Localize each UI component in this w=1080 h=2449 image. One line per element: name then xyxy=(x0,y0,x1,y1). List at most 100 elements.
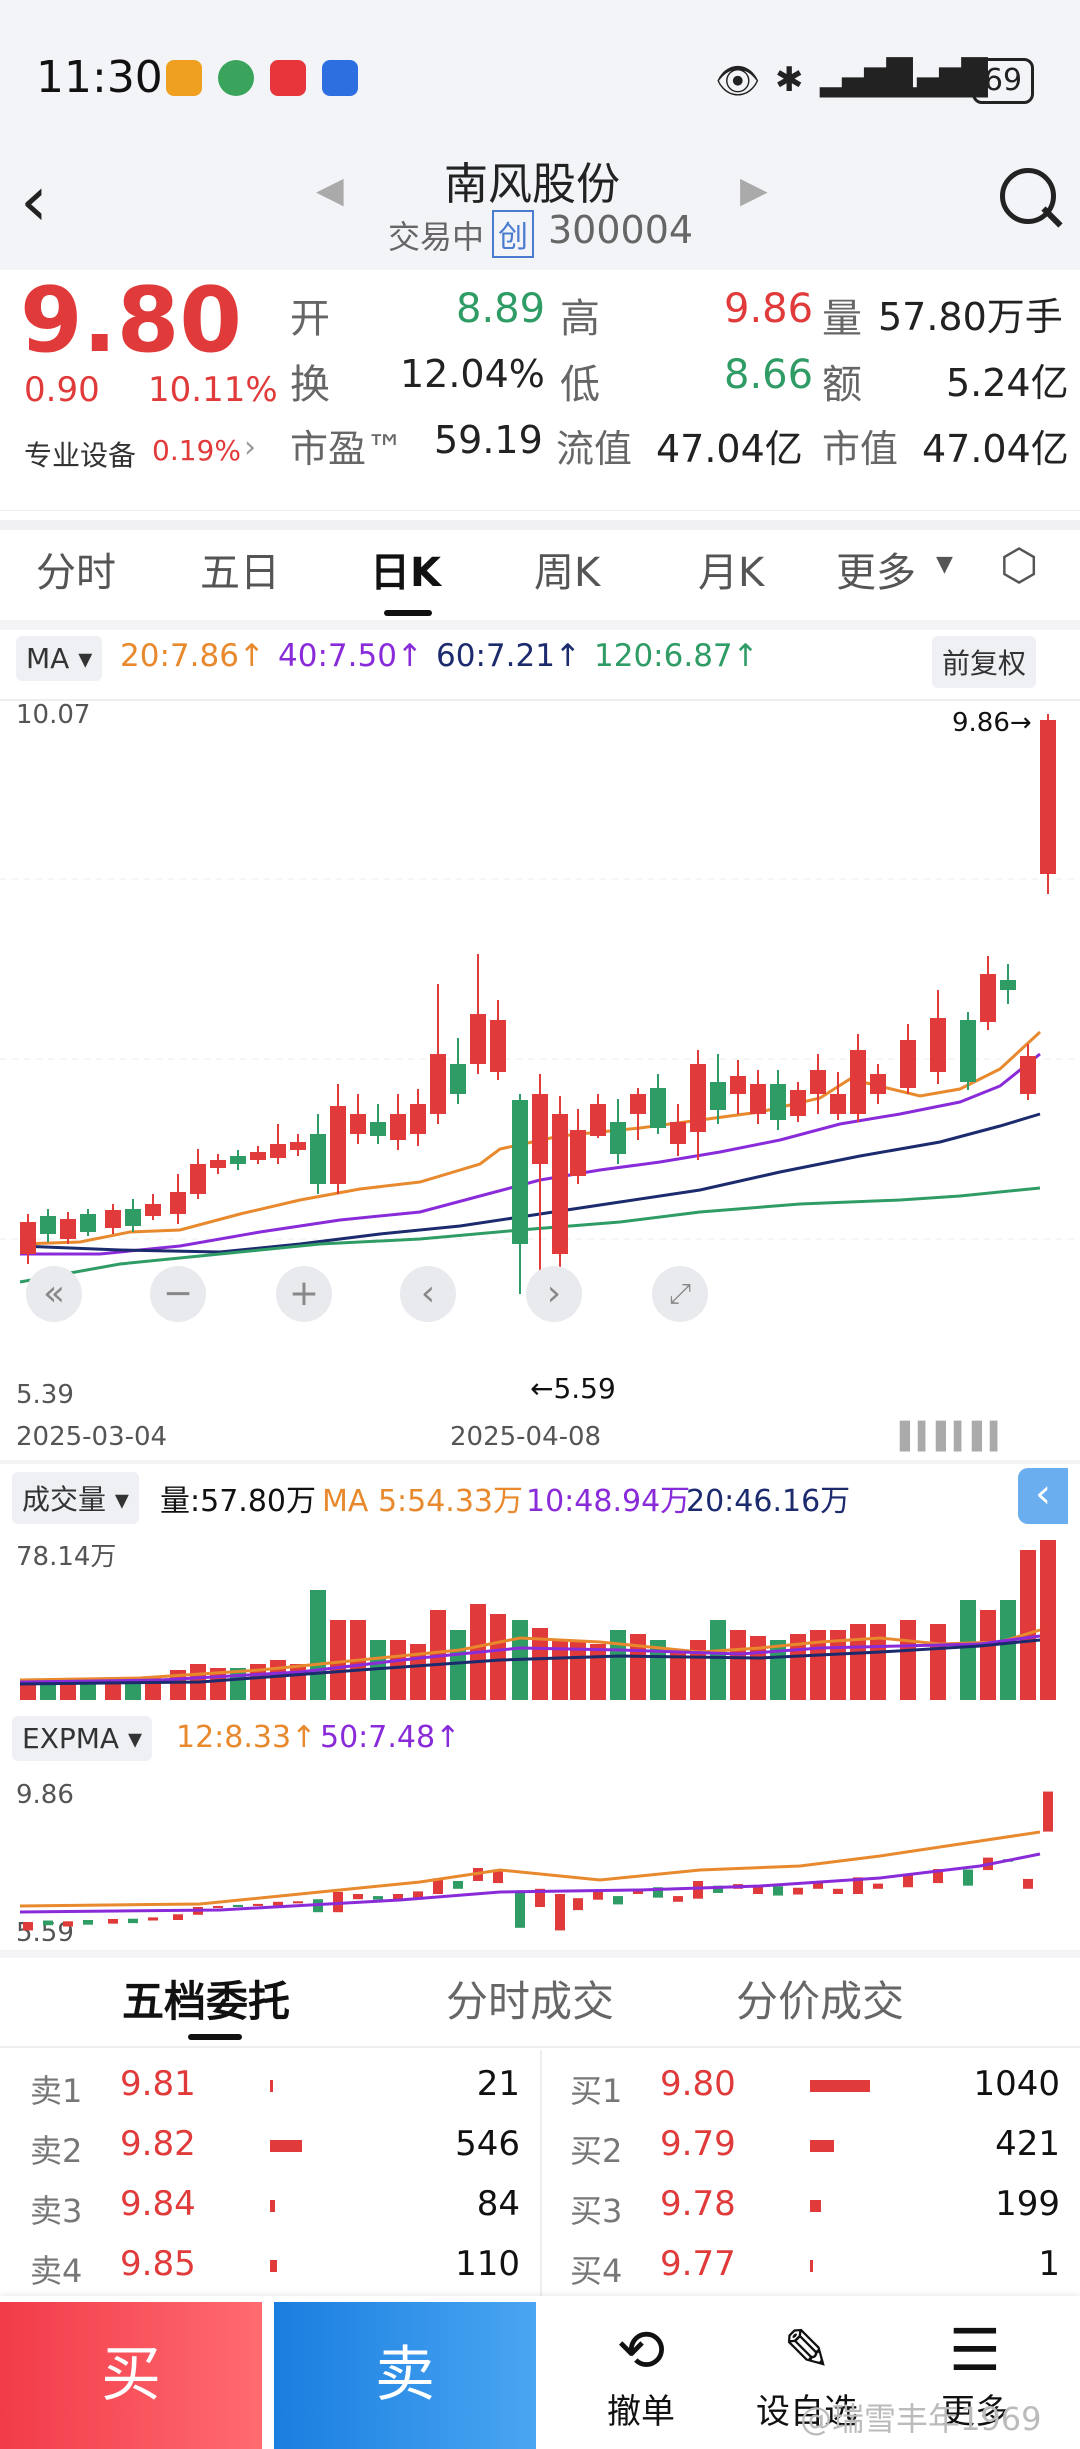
expma-candle xyxy=(128,1918,138,1924)
volume-chart[interactable] xyxy=(0,1530,1080,1700)
chevron-down-icon[interactable]: ▼ xyxy=(936,552,953,577)
signal-icon-2: ▂▄▆█ xyxy=(895,58,988,98)
sector-pct[interactable]: 0.19% xyxy=(152,434,241,467)
candle-body xyxy=(552,1114,568,1254)
ask-label: 卖4 xyxy=(30,2252,83,2290)
candle-body xyxy=(210,1160,226,1168)
candle-body xyxy=(790,1090,806,1116)
volume-selector[interactable]: 成交量 ▾ xyxy=(12,1472,139,1524)
candle-body xyxy=(630,1094,646,1114)
tab-monthly-k[interactable]: 月K xyxy=(698,550,765,596)
buy-button[interactable]: 买 xyxy=(0,2302,262,2449)
tab-weekly-k[interactable]: 周K xyxy=(534,550,601,596)
expma50-value: 50:7.48↑ xyxy=(320,1720,461,1755)
candle-body xyxy=(250,1152,266,1160)
candle-body xyxy=(60,1219,76,1239)
expma-chart[interactable] xyxy=(0,1770,1080,1950)
volume-bar xyxy=(270,1660,286,1700)
kline-chart[interactable] xyxy=(0,694,1080,1419)
ask-row[interactable]: 卖1 9.81 21 xyxy=(0,2056,540,2116)
expma-candle xyxy=(373,1896,383,1900)
high-label: 高 xyxy=(560,296,600,342)
chevron-right-icon[interactable]: › xyxy=(244,430,256,465)
ask-volume: 110 xyxy=(455,2244,520,2284)
ask-depth-bar xyxy=(270,2080,273,2092)
expma-candle xyxy=(853,1877,863,1894)
volume-bar xyxy=(310,1590,326,1700)
ask-row[interactable]: 卖4 9.85 110 xyxy=(0,2236,540,2296)
high-value: 9.86 xyxy=(724,286,814,332)
bid-price: 9.77 xyxy=(660,2244,736,2284)
cancel-order-button[interactable]: ⟲ 撤单 xyxy=(566,2316,716,2433)
candle-body xyxy=(532,1094,548,1164)
vol-label: 量 xyxy=(822,296,862,342)
price-change: 0.90 xyxy=(24,370,100,410)
add-watchlist-button[interactable]: ✎ 设自选 xyxy=(732,2316,882,2433)
vol-ma10-value: 10:48.94万 xyxy=(526,1484,691,1519)
volume-bar xyxy=(330,1620,346,1700)
scrollbar-indicator[interactable]: ▌▍▌▍▌▍ xyxy=(900,1422,1010,1452)
bid-row[interactable]: 买3 9.78 199 xyxy=(540,2176,1080,2236)
ask-row[interactable]: 卖2 9.82 546 xyxy=(0,2116,540,2176)
bid-row[interactable]: 买2 9.79 421 xyxy=(540,2116,1080,2176)
tab-more[interactable]: 更多 xyxy=(836,550,916,596)
ma-selector[interactable]: MA ▾ xyxy=(16,636,103,681)
ma60-value: 60:7.21↑ xyxy=(436,638,581,674)
low-marker: ←5.59 xyxy=(530,1372,616,1405)
vol-ma20-value: 20:46.16万 xyxy=(686,1484,851,1519)
zoom-out-button[interactable]: − xyxy=(150,1266,206,1322)
tab-timeshare[interactable]: 分时 xyxy=(36,550,116,596)
expma-candle xyxy=(693,1881,703,1899)
settings-hexagon-icon[interactable]: ⬡ xyxy=(1000,540,1039,591)
expma-candle xyxy=(213,1905,223,1909)
tab-five-day[interactable]: 五日 xyxy=(200,550,280,596)
bid-depth-bar xyxy=(810,2080,870,2092)
candle-body xyxy=(730,1076,746,1094)
candle-body xyxy=(470,1014,486,1064)
trading-status: 交易中 xyxy=(388,218,485,256)
adjust-selector[interactable]: 前复权 xyxy=(932,636,1037,688)
tab-daily-k[interactable]: 日K xyxy=(370,550,441,596)
tab-order-book[interactable]: 五档委托 xyxy=(122,1977,291,2026)
divider xyxy=(0,620,1080,630)
zoom-in-button[interactable]: + xyxy=(276,1266,332,1322)
expma-candle xyxy=(813,1882,823,1889)
date-mid-label: 2025-04-08 xyxy=(450,1422,602,1452)
fullscreen-icon[interactable]: ⤢ xyxy=(652,1266,708,1322)
expma-selector[interactable]: EXPMA ▾ xyxy=(12,1716,153,1761)
bid-row[interactable]: 买1 9.80 1040 xyxy=(540,2056,1080,2116)
expma-candle xyxy=(293,1901,303,1904)
tab-price-trades[interactable]: 分价成交 xyxy=(736,1977,905,2026)
expma-candle xyxy=(433,1878,443,1894)
prev-stock-button[interactable]: ◀ xyxy=(316,170,344,211)
volume-value: 量:57.80万 xyxy=(160,1484,316,1519)
ask-volume: 546 xyxy=(455,2124,520,2164)
expma-candle xyxy=(753,1886,763,1894)
candle-body xyxy=(900,1040,916,1088)
next-stock-button[interactable]: ▶ xyxy=(740,170,768,211)
ma-selector-label: MA xyxy=(26,642,70,675)
mcap-label: 市值 xyxy=(822,427,899,471)
ask-row[interactable]: 卖3 9.84 84 xyxy=(0,2176,540,2236)
search-icon[interactable] xyxy=(1000,168,1056,224)
volume-bar xyxy=(690,1640,706,1700)
back-button[interactable]: ‹ xyxy=(20,160,48,242)
sector-label[interactable]: 专业设备 xyxy=(24,439,137,472)
candle-body xyxy=(1020,1056,1036,1094)
scroll-left-button[interactable]: ‹ xyxy=(400,1266,456,1322)
more-button[interactable]: ☰ 更多 xyxy=(900,2316,1050,2433)
tab-timeshare-trades[interactable]: 分时成交 xyxy=(446,1977,615,2026)
scroll-right-button[interactable]: › xyxy=(526,1266,582,1322)
candle-body xyxy=(20,1222,36,1254)
bid-row[interactable]: 买4 9.77 1 xyxy=(540,2236,1080,2296)
collapse-panel-button[interactable]: ‹ xyxy=(1018,1468,1068,1524)
more-label: 更多 xyxy=(941,2392,1009,2432)
ask-depth-bar xyxy=(270,2260,277,2272)
quote-panel xyxy=(0,270,1080,511)
sell-button[interactable]: 卖 xyxy=(274,2302,536,2449)
candle-body xyxy=(830,1094,846,1114)
zoom-left-button[interactable]: « xyxy=(26,1266,82,1322)
candle-body xyxy=(490,1020,506,1072)
volume-bar xyxy=(532,1628,548,1700)
edit-icon: ✎ xyxy=(782,2316,832,2384)
